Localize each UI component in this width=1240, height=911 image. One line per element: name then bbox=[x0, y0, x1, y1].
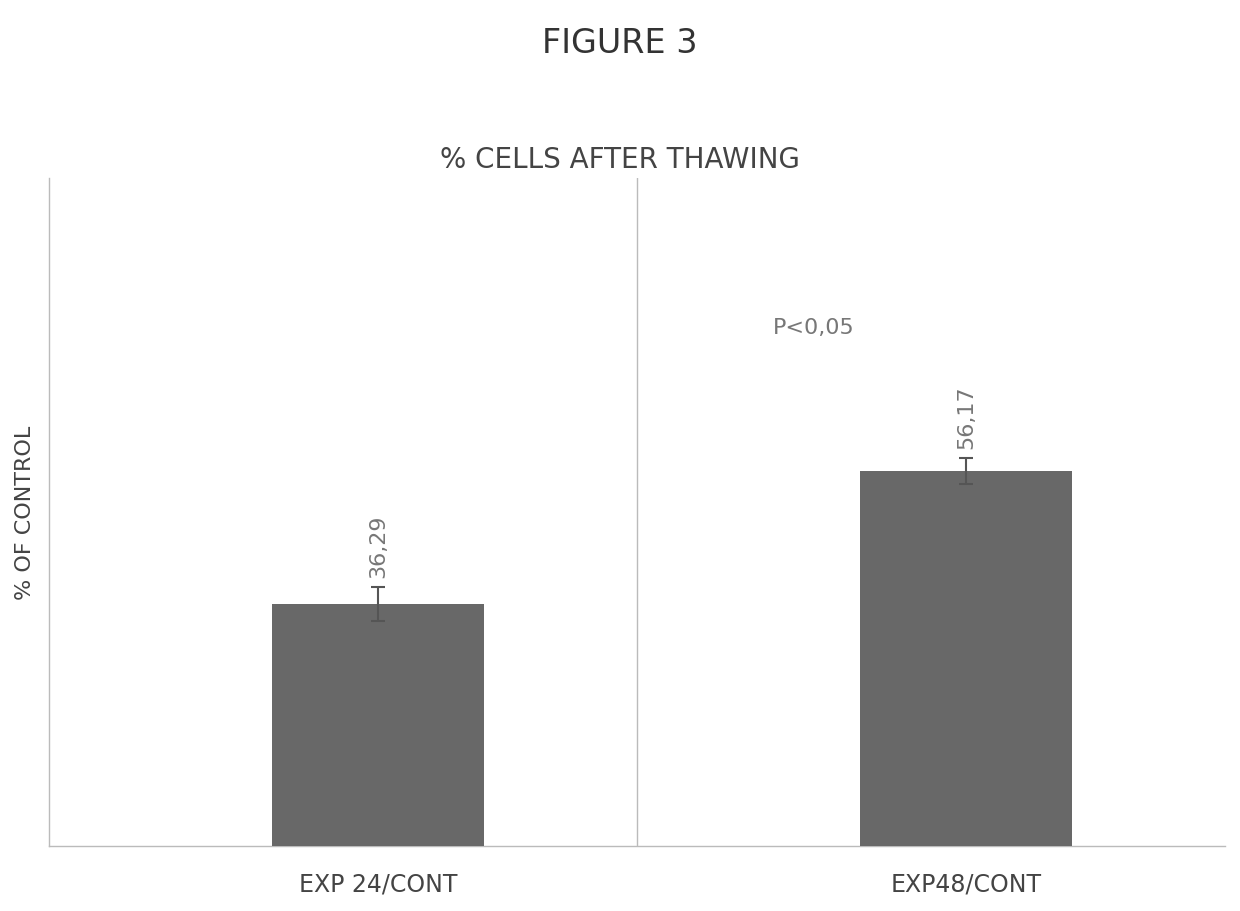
Text: 56,17: 56,17 bbox=[956, 384, 976, 448]
Bar bbox=[861, 472, 1073, 846]
Text: FIGURE 3: FIGURE 3 bbox=[542, 27, 698, 60]
Text: % CELLS AFTER THAWING: % CELLS AFTER THAWING bbox=[440, 146, 800, 174]
Bar bbox=[273, 604, 484, 846]
Y-axis label: % OF CONTROL: % OF CONTROL bbox=[15, 425, 35, 599]
Text: 36,29: 36,29 bbox=[368, 514, 388, 578]
Text: P<0,05: P<0,05 bbox=[773, 318, 854, 338]
